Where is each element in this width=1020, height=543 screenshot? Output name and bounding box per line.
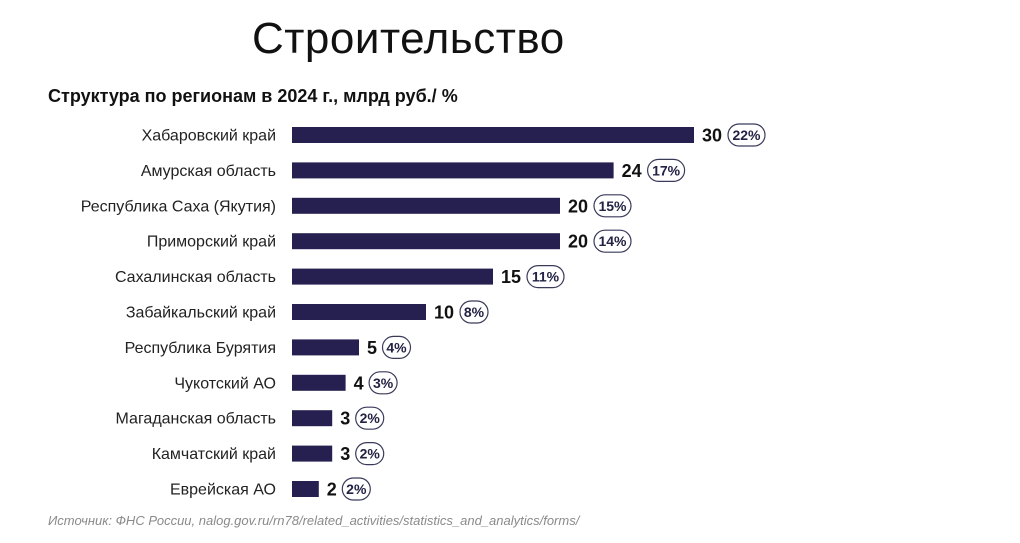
category-label: Чукотский АО xyxy=(174,375,276,392)
value-label: 2 xyxy=(327,480,337,500)
value-label: 15 xyxy=(501,267,521,287)
bar xyxy=(292,374,346,391)
category-label: Республика Саха (Якутия) xyxy=(81,198,276,215)
percent-label: 2% xyxy=(360,410,381,426)
percent-label: 11% xyxy=(532,269,560,285)
value-label: 3 xyxy=(340,409,350,429)
percent-label: 17% xyxy=(652,162,681,178)
percent-label: 4% xyxy=(386,339,407,355)
percent-pill xyxy=(646,158,686,182)
percent-pill xyxy=(593,194,632,218)
category-label: Приморский край xyxy=(147,234,276,251)
percent-label: 15% xyxy=(598,198,627,214)
category-label: Еврейская АО xyxy=(170,482,276,499)
bar xyxy=(292,197,560,214)
value-label: 20 xyxy=(568,196,588,216)
percent-label: 22% xyxy=(732,127,761,143)
percent-pill xyxy=(727,123,766,147)
percent-pill xyxy=(593,229,632,253)
bar xyxy=(292,410,333,427)
value-label: 3 xyxy=(340,444,350,464)
value-label: 5 xyxy=(367,338,377,358)
bar xyxy=(292,233,560,250)
source-note: Источник: ФНС России, nalog.gov.ru/rn78/… xyxy=(48,513,580,528)
value-label: 30 xyxy=(702,126,722,146)
percent-pill xyxy=(368,371,398,395)
bar xyxy=(292,127,694,143)
bar xyxy=(292,481,319,497)
bar xyxy=(292,339,359,356)
page-title: Строительство xyxy=(252,14,565,63)
percent-pill xyxy=(459,300,489,324)
percent-pill xyxy=(355,442,385,466)
percent-pill xyxy=(341,477,371,501)
category-label: Забайкальский край xyxy=(126,305,276,322)
value-label: 4 xyxy=(354,373,364,393)
percent-label: 8% xyxy=(464,304,485,320)
value-label: 20 xyxy=(568,232,588,252)
bar xyxy=(292,445,333,462)
category-label: Сахалинская область xyxy=(115,269,276,286)
category-label: Магаданская область xyxy=(116,411,276,428)
percent-pill xyxy=(355,406,385,430)
percent-label: 3% xyxy=(373,375,394,391)
category-label: Камчатский край xyxy=(152,446,276,463)
percent-label: 2% xyxy=(346,481,367,497)
percent-pill xyxy=(381,335,412,359)
category-label: Амурская область xyxy=(141,163,276,180)
percent-label: 2% xyxy=(360,446,381,462)
chart-subtitle: Структура по регионам в 2024 г., млрд ру… xyxy=(48,86,458,106)
category-label: Республика Бурятия xyxy=(125,340,276,357)
bar xyxy=(292,304,426,320)
value-label: 10 xyxy=(434,303,454,323)
category-label: Хабаровский край xyxy=(142,128,276,145)
bar xyxy=(292,162,614,179)
percent-label: 14% xyxy=(598,233,627,249)
bar xyxy=(292,268,493,285)
percent-pill xyxy=(526,265,565,289)
value-label: 24 xyxy=(622,161,642,181)
